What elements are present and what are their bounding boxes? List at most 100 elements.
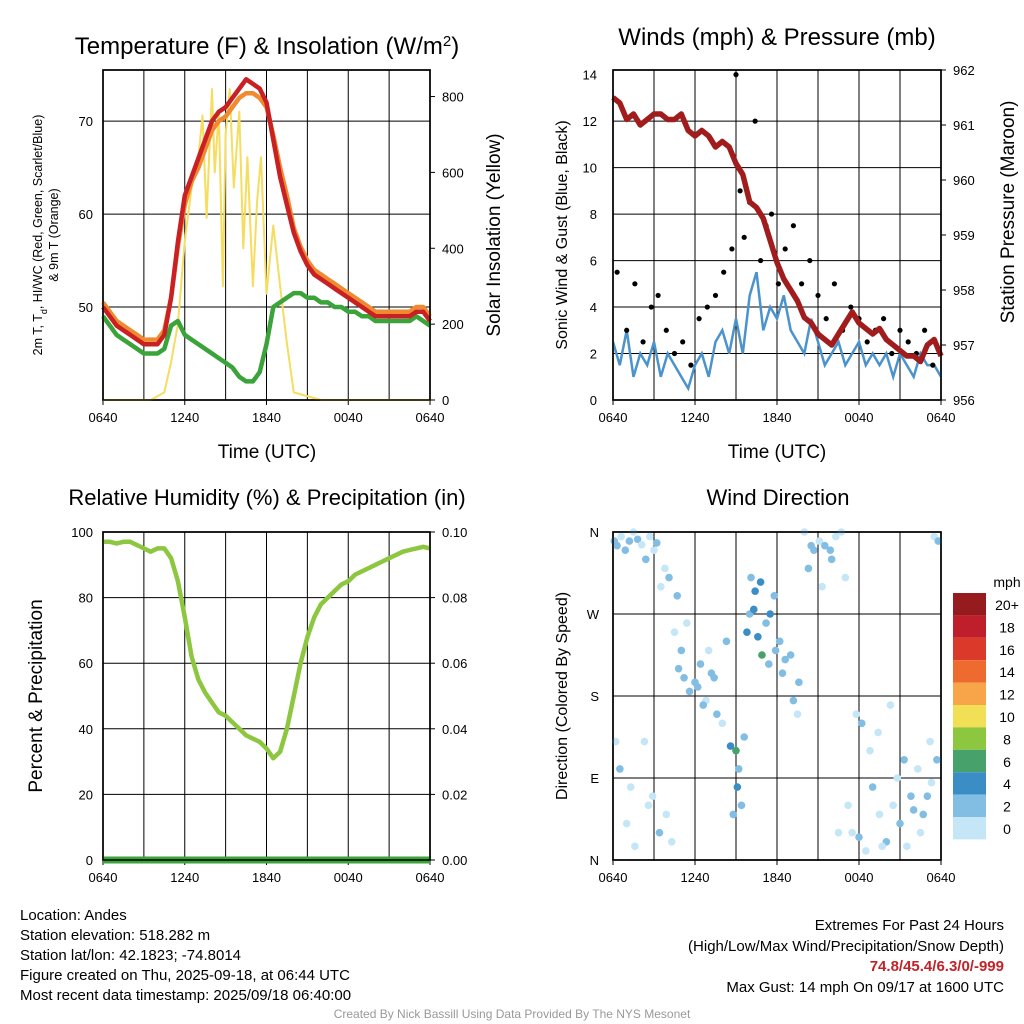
- direction-point: [893, 774, 902, 782]
- y-tick-label: 2: [590, 347, 597, 362]
- direction-point: [875, 810, 884, 819]
- direction-point: [878, 842, 887, 851]
- direction-point: [661, 564, 669, 573]
- y2-tick-label: 0.06: [442, 656, 467, 671]
- legend-label: 6: [1003, 754, 1011, 770]
- elevation-text: Station elevation: 518.282 m: [20, 927, 211, 944]
- gust-point: [648, 304, 654, 310]
- plot-frame-top: [102, 531, 431, 861]
- gust-point: [790, 223, 797, 229]
- legend-label: 4: [1003, 776, 1011, 792]
- legend-swatch: [953, 682, 986, 705]
- y2-tick-label: 0: [442, 393, 449, 408]
- y-axis-label: Direction (Colored By Speed): [554, 592, 571, 800]
- chart-title: Winds (mph) & Pressure (mb): [618, 24, 935, 51]
- direction-point: [732, 746, 740, 755]
- credit-text: Created By Nick Bassill Using Data Provi…: [333, 1007, 691, 1021]
- legend-swatch: [953, 817, 986, 840]
- direction-point: [916, 828, 925, 837]
- direction-point: [737, 801, 746, 810]
- direction-point: [683, 619, 691, 627]
- y2-tick-label: 0.02: [442, 787, 467, 802]
- created-text: Figure created on Thu, 2025-09-18, at 06…: [20, 967, 350, 984]
- gust-point: [815, 292, 821, 299]
- direction-point: [699, 701, 707, 709]
- direction-point: [640, 737, 649, 746]
- plot-frame-top: [612, 531, 942, 861]
- speed-legend: mph 20+ 18 16 14 12 10 8 6 4 2 0: [953, 574, 1021, 840]
- direction-point: [648, 792, 657, 801]
- x-tick-label: 1240: [681, 870, 710, 885]
- y2-tick-label: 957: [953, 338, 975, 353]
- direction-point: [704, 646, 713, 655]
- direction-point: [637, 540, 646, 549]
- gust-point: [640, 339, 646, 345]
- direction-point: [734, 765, 743, 773]
- direction-point: [622, 819, 631, 828]
- gust-point: [881, 316, 887, 322]
- plot-frame-top: [102, 69, 431, 401]
- y-tick-label: N: [590, 525, 599, 540]
- direction-point: [673, 591, 682, 600]
- gust-point: [897, 327, 903, 333]
- x-tick-label: 0640: [927, 410, 956, 425]
- gust-point: [704, 304, 710, 310]
- x-tick-label: 0640: [89, 870, 118, 885]
- temperature-panel: 50 60 70 0640 1240 1840 0040 0640 0 200 400 600 800 T…: [31, 33, 505, 464]
- x-axis-label: Time (UTC): [728, 442, 827, 463]
- gust-point: [671, 350, 678, 357]
- direction-point: [616, 765, 624, 773]
- chart-title: Relative Humidity (%) & Precipitation (i…: [68, 485, 465, 510]
- direction-point: [795, 678, 803, 687]
- direction-point: [696, 660, 705, 668]
- winds-panel: 0 2 4 6 8 10 12 14 0640 1240 1840 0040 0640 956 957 958…: [554, 24, 1019, 463]
- y-tick-label: 4: [590, 300, 597, 315]
- legend-label: 0: [1003, 821, 1011, 837]
- direction-point: [667, 837, 676, 846]
- direction-point: [834, 828, 843, 837]
- direction-point: [762, 619, 770, 627]
- direction-point: [855, 833, 863, 842]
- legend-label: 14: [999, 664, 1015, 680]
- legend-swatch: [953, 794, 986, 817]
- direction-point: [626, 783, 635, 791]
- gust-point: [688, 362, 694, 368]
- gust-point: [768, 211, 775, 217]
- recent-text: Most recent data timestamp: 2025/09/18 0…: [20, 987, 352, 1004]
- direction-point: [804, 564, 813, 573]
- legend-swatch: [953, 660, 986, 683]
- direction-point: [766, 610, 774, 618]
- direction-point: [710, 673, 718, 682]
- direction-point: [670, 628, 679, 637]
- y-tick-label: 0: [590, 393, 597, 408]
- direction-point: [718, 719, 727, 728]
- direction-point: [903, 842, 911, 851]
- y-tick-label: 10: [583, 161, 597, 176]
- direction-point: [662, 810, 671, 819]
- direction-point: [831, 532, 840, 541]
- direction-point: [657, 582, 665, 591]
- y-tick-label: 40: [79, 722, 93, 737]
- gust-point: [752, 118, 758, 124]
- y-axis-label: 2m T, Td, HI/WC (Red, Green, Scarlet/Blu…: [31, 115, 49, 356]
- legend-label: 10: [999, 709, 1015, 725]
- x-tick-label: 0640: [599, 870, 628, 885]
- y2-tick-label: 400: [442, 241, 464, 256]
- gust-point: [680, 339, 686, 345]
- direction-point: [765, 660, 773, 668]
- y-tick-label: 100: [71, 525, 93, 540]
- direction-point: [642, 555, 650, 564]
- series-line: [101, 77, 432, 347]
- legend-swatch: [953, 772, 986, 795]
- location-text: Location: Andes: [20, 907, 127, 924]
- y2-tick-label: 600: [442, 165, 464, 180]
- legend-label: 16: [999, 642, 1015, 658]
- chart-title: Temperature (F) & Insolation (W/m2): [75, 33, 459, 61]
- direction-point: [852, 710, 861, 719]
- station-info: Location: Andes Station elevation: 518.2…: [20, 906, 351, 1006]
- direction-point: [909, 806, 918, 814]
- pressure-line: [611, 95, 944, 365]
- direction-point: [874, 728, 882, 737]
- direction-point: [827, 555, 836, 564]
